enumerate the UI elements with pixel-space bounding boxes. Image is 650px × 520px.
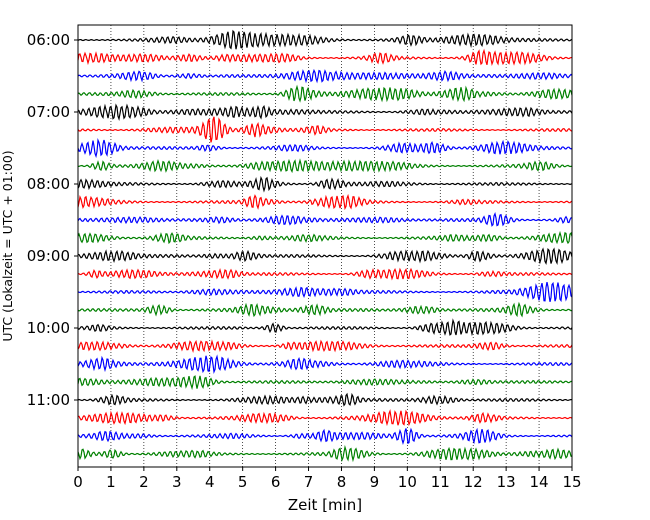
x-tick-label: 6	[271, 473, 281, 491]
y-tick-label: 07:00	[27, 103, 70, 121]
x-tick-label: 0	[73, 473, 83, 491]
y-tick-label: 09:00	[27, 247, 70, 265]
seismogram-trace	[77, 84, 573, 103]
seismogram-trace	[77, 354, 573, 374]
seismogram-trace	[77, 392, 573, 407]
y-tick-label: 11:00	[27, 391, 70, 409]
seismogram-trace	[77, 301, 573, 318]
y-axis-ticks: 06:00 07:00 08:00 09:00 10:00 11:00	[27, 31, 78, 409]
seismogram-trace	[77, 247, 573, 266]
seismogram-trace	[77, 193, 573, 211]
plot-frame	[77, 24, 573, 468]
seismogram-trace	[77, 375, 573, 391]
seismogram-trace	[77, 103, 573, 122]
seismogram-trace	[77, 68, 573, 84]
x-tick-label: 7	[304, 473, 314, 491]
x-axis-label: Zeit [min]	[288, 496, 362, 514]
y-axis-label: UTC (Lokalzeit = UTC + 01:00)	[0, 150, 15, 341]
x-tick-label: 13	[497, 473, 516, 491]
seismogram-trace	[77, 409, 573, 427]
x-tick-label: 4	[205, 473, 215, 491]
x-tick-label: 5	[238, 473, 248, 491]
x-tick-label: 10	[398, 473, 417, 491]
x-tick-label: 1	[106, 473, 116, 491]
seismogram-trace	[77, 318, 573, 337]
seismogram-trace	[77, 116, 573, 143]
x-axis-ticks: 0 1 2 3 4 5 6 7 8 9 10 11 12 13 14 15	[73, 467, 582, 491]
seismogram-trace	[77, 158, 573, 174]
seismogram-trace	[77, 281, 573, 303]
y-tick-label: 06:00	[27, 31, 70, 49]
seismogram-trace	[77, 427, 573, 445]
seismogram-trace	[77, 267, 573, 281]
x-tick-label: 14	[530, 473, 549, 491]
seismogram-trace	[77, 175, 573, 193]
x-tick-label: 15	[562, 473, 581, 491]
seismogram-trace	[77, 29, 573, 50]
x-tick-label: 9	[370, 473, 380, 491]
seismogram-trace	[77, 48, 573, 66]
seismogram-trace	[77, 444, 573, 463]
seismogram-trace	[77, 339, 573, 353]
x-tick-label: 8	[337, 473, 347, 491]
x-tick-label: 12	[464, 473, 483, 491]
seismogram-traces	[77, 29, 573, 463]
seismogram-trace	[77, 212, 572, 227]
seismogram-trace	[77, 137, 573, 159]
y-tick-label: 10:00	[27, 319, 70, 337]
y-tick-label: 08:00	[27, 175, 70, 193]
x-tick-label: 2	[139, 473, 149, 491]
seismogram-trace	[77, 230, 573, 245]
x-tick-label: 3	[172, 473, 182, 491]
x-tick-label: 11	[431, 473, 450, 491]
